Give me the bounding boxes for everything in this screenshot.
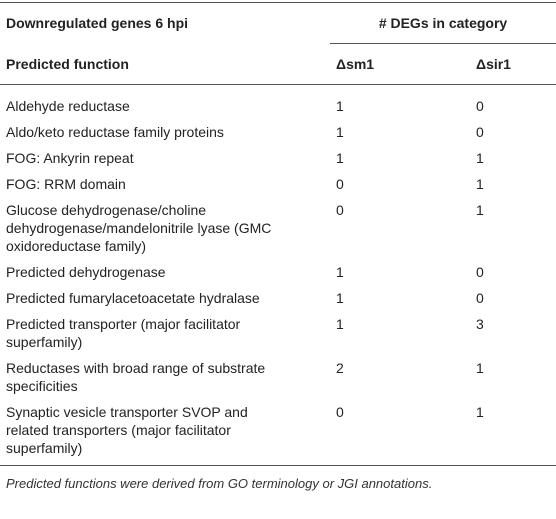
table-row: Predicted dehydrogenase 1 0 [0,259,556,285]
count-cell: 2 [336,360,344,376]
count-cell: 0 [476,290,484,306]
table-body: Aldehyde reductase 1 0 Aldo/keto reductase … [0,85,556,466]
function-cell: FOG: RRM domain [6,176,126,192]
table-row: FOG: Ankyrin repeat 1 1 [0,145,556,171]
count-cell: 1 [470,399,556,466]
function-cell: Predicted fumarylacetoacetate hydralase [6,290,260,306]
count-cell: 1 [336,316,344,332]
count-cell: 1 [476,176,484,192]
data-table: Downregulated genes 6 hpi # DEGs in cate… [0,2,556,466]
count-cell: 1 [476,150,484,166]
header-cell: # DEGs in category [330,2,556,44]
column-header: Predicted function [0,43,330,85]
table-row: Predicted transporter (major facilitator… [0,311,556,355]
header-row: Downregulated genes 6 hpi # DEGs in cate… [0,2,556,44]
table-row: Aldehyde reductase 1 0 [0,85,556,120]
function-cell: Predicted dehydrogenase [6,264,166,280]
table-row: Reductases with broad range of substrate… [0,355,556,399]
count-cell: 1 [336,98,344,114]
count-cell: 1 [476,360,484,376]
count-cell: 0 [330,399,470,466]
table-row: Predicted fumarylacetoacetate hydralase 1… [0,285,556,311]
column-header: Δsir1 [470,43,556,85]
function-cell: Synaptic vesicle transporter SVOP and re… [0,399,330,466]
function-cell: Aldo/keto reductase family proteins [6,124,224,140]
column-row: Predicted function Δsm1 Δsir1 [0,43,556,85]
count-cell: 1 [336,150,344,166]
count-cell: 3 [476,316,484,332]
count-cell: 1 [336,264,344,280]
table-row: Glucose dehydrogenase/choline dehydrogen… [0,197,556,259]
count-cell: 0 [336,202,344,218]
count-cell: 1 [336,124,344,140]
function-cell: Glucose dehydrogenase/choline dehydrogen… [6,202,272,254]
count-cell: 1 [336,290,344,306]
footnote: Predicted functions were derived from GO… [6,476,433,491]
column-header: Δsm1 [330,43,470,85]
function-cell: Reductases with broad range of substrate… [6,360,266,394]
table-row: Synaptic vesicle transporter SVOP and re… [0,399,556,466]
count-cell: 0 [336,176,344,192]
table-row: FOG: RRM domain 0 1 [0,171,556,197]
count-cell: 0 [476,264,484,280]
function-cell: Predicted transporter (major facilitator… [6,316,241,350]
count-cell: 0 [476,124,484,140]
count-cell: 1 [476,202,484,218]
table-row: Aldo/keto reductase family proteins 1 0 [0,119,556,145]
function-cell: FOG: Ankyrin repeat [6,150,134,166]
count-cell: 0 [476,98,484,114]
function-cell: Aldehyde reductase [6,98,130,114]
header-cell: Downregulated genes 6 hpi [0,2,330,44]
